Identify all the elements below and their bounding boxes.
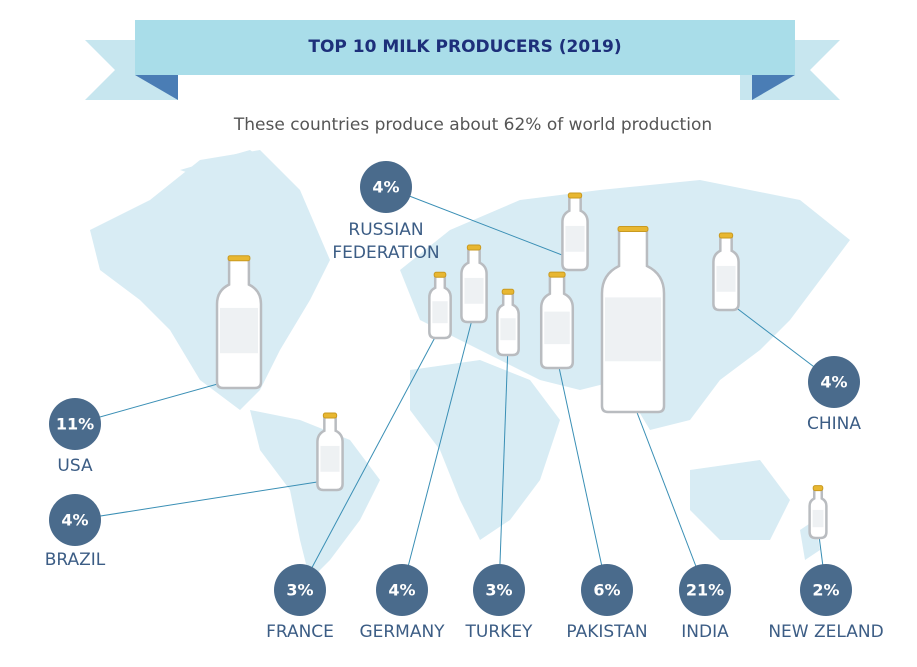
bottle-cap [718, 232, 734, 239]
value-label: 4% [61, 511, 88, 530]
leader-line [498, 344, 509, 591]
bottle [460, 244, 488, 324]
value-badge [49, 398, 101, 450]
bottle-cap [501, 288, 515, 295]
leader-line [74, 479, 331, 521]
bottle [316, 412, 344, 492]
bottle-milk-shade [604, 297, 662, 362]
bottle-milk-shade [812, 509, 824, 528]
value-label: 11% [56, 415, 94, 434]
bottle [712, 232, 740, 312]
value-label: 21% [686, 581, 724, 600]
bottle [496, 288, 520, 357]
country-label: USA [57, 456, 93, 476]
country-label: GERMANY [359, 622, 445, 642]
bottle-cap [617, 226, 649, 233]
value-label: 4% [372, 178, 399, 197]
country-label: RUSSIAN FEDERATION [332, 220, 439, 263]
ribbon [85, 20, 840, 100]
world-map [90, 150, 850, 580]
bottle [808, 485, 828, 540]
bottle-cap [227, 255, 251, 262]
bottle-cap [812, 485, 824, 492]
bottle [561, 192, 589, 272]
country-label: FRANCE [266, 622, 334, 642]
value-badge [473, 564, 525, 616]
bottle-milk-shade [432, 301, 448, 324]
bottle-cap [322, 412, 338, 419]
bottle-milk-shade [716, 265, 736, 292]
leader-line [299, 327, 441, 591]
bottle [428, 271, 452, 340]
leader-line [385, 186, 576, 261]
bottle-milk-shade [320, 445, 340, 472]
bottle-cap [433, 271, 447, 278]
bottle [539, 271, 575, 370]
bottle [215, 255, 263, 390]
country-label: CHINA [807, 414, 861, 434]
bottle-cap [567, 192, 583, 199]
value-badge [581, 564, 633, 616]
value-badge [49, 494, 101, 546]
title: TOP 10 MILK PRODUCERS (2019) [308, 37, 621, 57]
country-label: INDIA [681, 622, 729, 642]
country-label-line: RUSSIAN [348, 220, 423, 240]
value-label: 4% [388, 581, 415, 600]
country-label: TURKEY [465, 622, 534, 642]
value-label: 6% [593, 581, 620, 600]
leader-line [632, 401, 706, 591]
value-badge [679, 564, 731, 616]
bottle [600, 226, 666, 414]
bottle-milk-shade [565, 225, 585, 252]
bottle-milk-shade [500, 318, 516, 341]
value-badge [808, 356, 860, 408]
value-badge [274, 564, 326, 616]
value-label: 3% [485, 581, 512, 600]
country-label-line: FEDERATION [332, 243, 439, 263]
leader-line [401, 311, 475, 591]
bottle-milk-shade [464, 277, 484, 304]
value-badge [360, 161, 412, 213]
bottle-cap [466, 244, 482, 251]
leader-line [556, 357, 608, 591]
value-badge [376, 564, 428, 616]
country-label: BRAZIL [45, 550, 106, 570]
value-label: 2% [812, 581, 839, 600]
bottle-cap [548, 271, 566, 278]
bottle-milk-shade [220, 307, 258, 354]
value-badge [800, 564, 852, 616]
bottle-milk-shade [544, 311, 570, 345]
value-label: 4% [820, 373, 847, 392]
country-label: PAKISTAN [566, 622, 647, 642]
country-label: NEW ZELAND [768, 622, 883, 642]
subtitle: These countries produce about 62% of wor… [233, 115, 712, 135]
leader-line [74, 377, 240, 425]
value-label: 3% [286, 581, 313, 600]
